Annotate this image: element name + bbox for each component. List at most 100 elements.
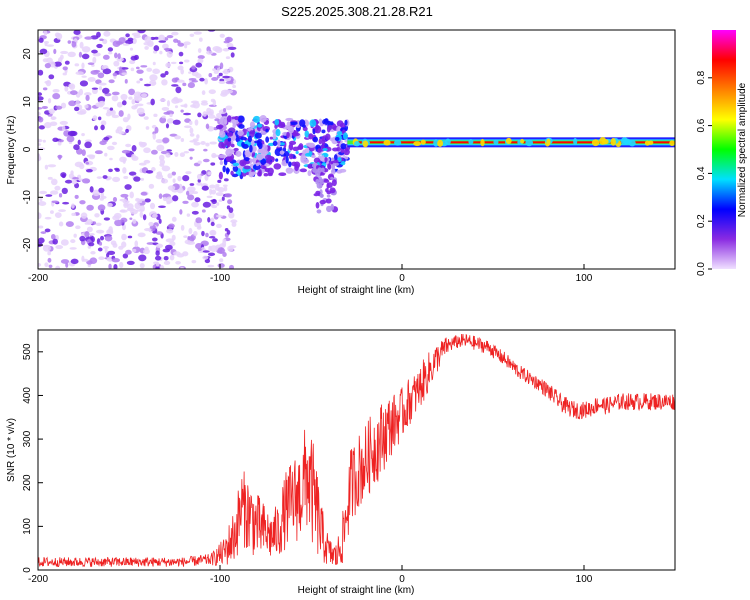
heatmap-tail-cell [323,179,330,183]
heatmap-noise-cell [162,137,170,144]
heatmap-noise-cell [81,149,86,157]
snr-line [38,333,675,568]
x-tick-label: 100 [576,273,593,284]
heatmap-noise-cell [211,205,218,209]
heatmap-noise-cell [137,30,146,34]
heatmap-noise-cell [60,172,67,178]
heatmap-noise-cell [152,68,161,75]
y-tick-label: -10 [22,190,33,205]
heatmap-noise-cell [98,187,105,194]
heatmap-noise-cell [118,37,126,44]
heatmap-noise-cell [71,179,78,185]
heatmap-noise-cell [44,122,52,129]
heatmap-noise-cell [81,255,85,262]
heatmap-transition-cell [315,124,320,130]
heatmap-transition-cell [318,118,323,124]
heatmap-noise-cell [91,221,97,225]
heatmap-noise-cell [95,222,102,226]
heatmap-transition-cell [295,150,299,155]
heatmap-noise-cell [39,48,48,55]
heatmap-transition-cell [288,161,292,168]
heatmap-noise-cell [66,135,75,143]
heatmap-transition-cell [248,171,257,175]
heatmap-tail-cell [326,182,333,189]
heatmap-noise-cell [166,118,174,124]
heatmap-noise-cell [163,260,171,266]
heatmap-noise-cell [50,178,58,186]
snr-y-axis-label: SNR (10 * v/v) [6,418,17,482]
heatmap-noise-cell [222,251,227,258]
heatmap-noise-cell [149,202,156,210]
heatmap-noise-cell [173,38,179,43]
heatmap-noise-cell [193,141,201,146]
heatmap-noise-cell [97,72,105,79]
heatmap-transition-cell [330,168,336,175]
heatmap-noise-cell [108,79,115,84]
colorbar-label: Normalized spectral amplitude [737,82,748,217]
heatmap-transition-cell [240,136,247,141]
heatmap-band-bump [669,140,675,147]
heatmap-noise-cell [98,256,105,260]
heatmap-noise-cell [155,243,164,248]
heatmap-noise-cell [163,47,172,51]
heatmap-noise-cell [167,173,173,179]
heatmap-noise-cell [112,40,121,47]
colorbar-tick-label: 0.6 [696,118,707,132]
heatmap-noise-cell [38,69,44,76]
heatmap-noise-cell [190,100,199,104]
heatmap-transition-cell [323,153,328,158]
heatmap-noise-cell [131,153,136,160]
heatmap-tail-cell [321,167,325,173]
heatmap-tail-cell [329,187,336,194]
heatmap-noise-cell [112,176,121,183]
heatmap-tail-cell [316,209,322,214]
heatmap-noise-cell [179,152,186,157]
heatmap-noise-cell [129,60,136,65]
heatmap-noise-cell [137,232,146,238]
heatmap-noise-cell [191,80,199,83]
heatmap-noise-cell [226,205,231,210]
heatmap-noise-cell [153,36,160,40]
heatmap-noise-cell [154,126,159,134]
heatmap-noise-cell [161,79,168,86]
heatmap-noise-cell [189,33,195,38]
heatmap-transition-cell [233,147,239,152]
colorbar-gradient [712,30,736,269]
heatmap-noise-cell [210,230,216,236]
heatmap-transition-cell [304,130,310,138]
heatmap-noise-cell [216,74,220,79]
heatmap-noise-cell [102,106,109,110]
y-tick-label: 300 [22,430,33,447]
heatmap-noise-cell [49,121,58,126]
heatmap-noise-cell [79,200,86,205]
heatmap-noise-cell [189,120,193,125]
heatmap-noise-cell [136,103,144,107]
heatmap-noise-cell [118,66,123,73]
heatmap-transition-cell [299,168,308,173]
heatmap-noise-cell [98,241,103,246]
heatmap-noise-cell [160,73,166,78]
heatmap-transition-cell [252,115,261,123]
heatmap-transition-cell [299,119,306,127]
heatmap-noise-cell [208,73,213,78]
heatmap-noise-cell [38,138,43,143]
heatmap-band-bump [625,139,632,144]
heatmap-noise-cell [174,135,182,140]
heatmap-noise-cell [224,89,234,94]
heatmap-noise-cell [208,114,216,119]
heatmap-noise-cell [149,74,158,81]
heatmap-noise-cell [119,198,128,202]
heatmap-tail-cell [319,193,324,198]
heatmap-noise-cell [136,69,144,74]
heatmap-transition-cell [234,116,239,121]
heatmap-noise-cell [50,210,54,214]
heatmap-noise-cell [42,139,46,143]
heatmap-noise-cell [197,178,201,183]
x-tick-label: 100 [576,574,593,585]
heatmap-transition-cell [274,148,282,157]
heatmap-noise-cell [201,90,206,96]
heatmap-band-bump [394,139,402,146]
heatmap-noise-cell [223,186,228,192]
heatmap-noise-cell [86,226,93,233]
heatmap-noise-cell [98,86,103,91]
